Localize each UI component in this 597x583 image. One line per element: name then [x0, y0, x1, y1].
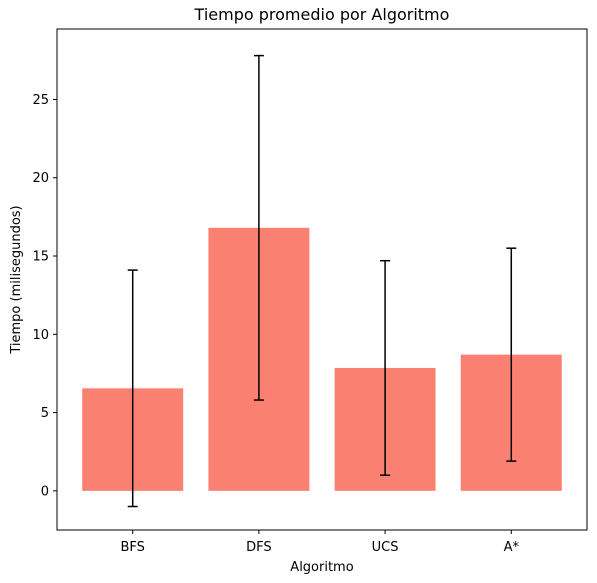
x-tick-label-BFS: BFS — [121, 540, 145, 555]
y-tick-label-15: 15 — [32, 250, 49, 265]
plot-frame — [56, 28, 588, 531]
y-axis-label: Tiempo (milisegundos) — [9, 205, 24, 354]
chart-title: Tiempo promedio por Algoritmo — [194, 5, 450, 24]
x-tick-label-DFS: DFS — [246, 540, 272, 555]
x-tick-label-UCS: UCS — [372, 540, 399, 555]
y-axis: 0 5 10 15 20 25 — [32, 93, 57, 499]
x-axis: BFS DFS UCS A* — [121, 530, 520, 555]
y-tick-label-10: 10 — [32, 328, 49, 343]
x-axis-label: Algoritmo — [290, 560, 353, 575]
y-tick-label-0: 0 — [41, 484, 49, 499]
y-tick-label-25: 25 — [32, 93, 49, 108]
y-tick-label-5: 5 — [41, 406, 49, 421]
x-tick-label-A*: A* — [504, 540, 520, 555]
chart-marks — [82, 54, 562, 508]
y-tick-label-20: 20 — [32, 171, 49, 186]
